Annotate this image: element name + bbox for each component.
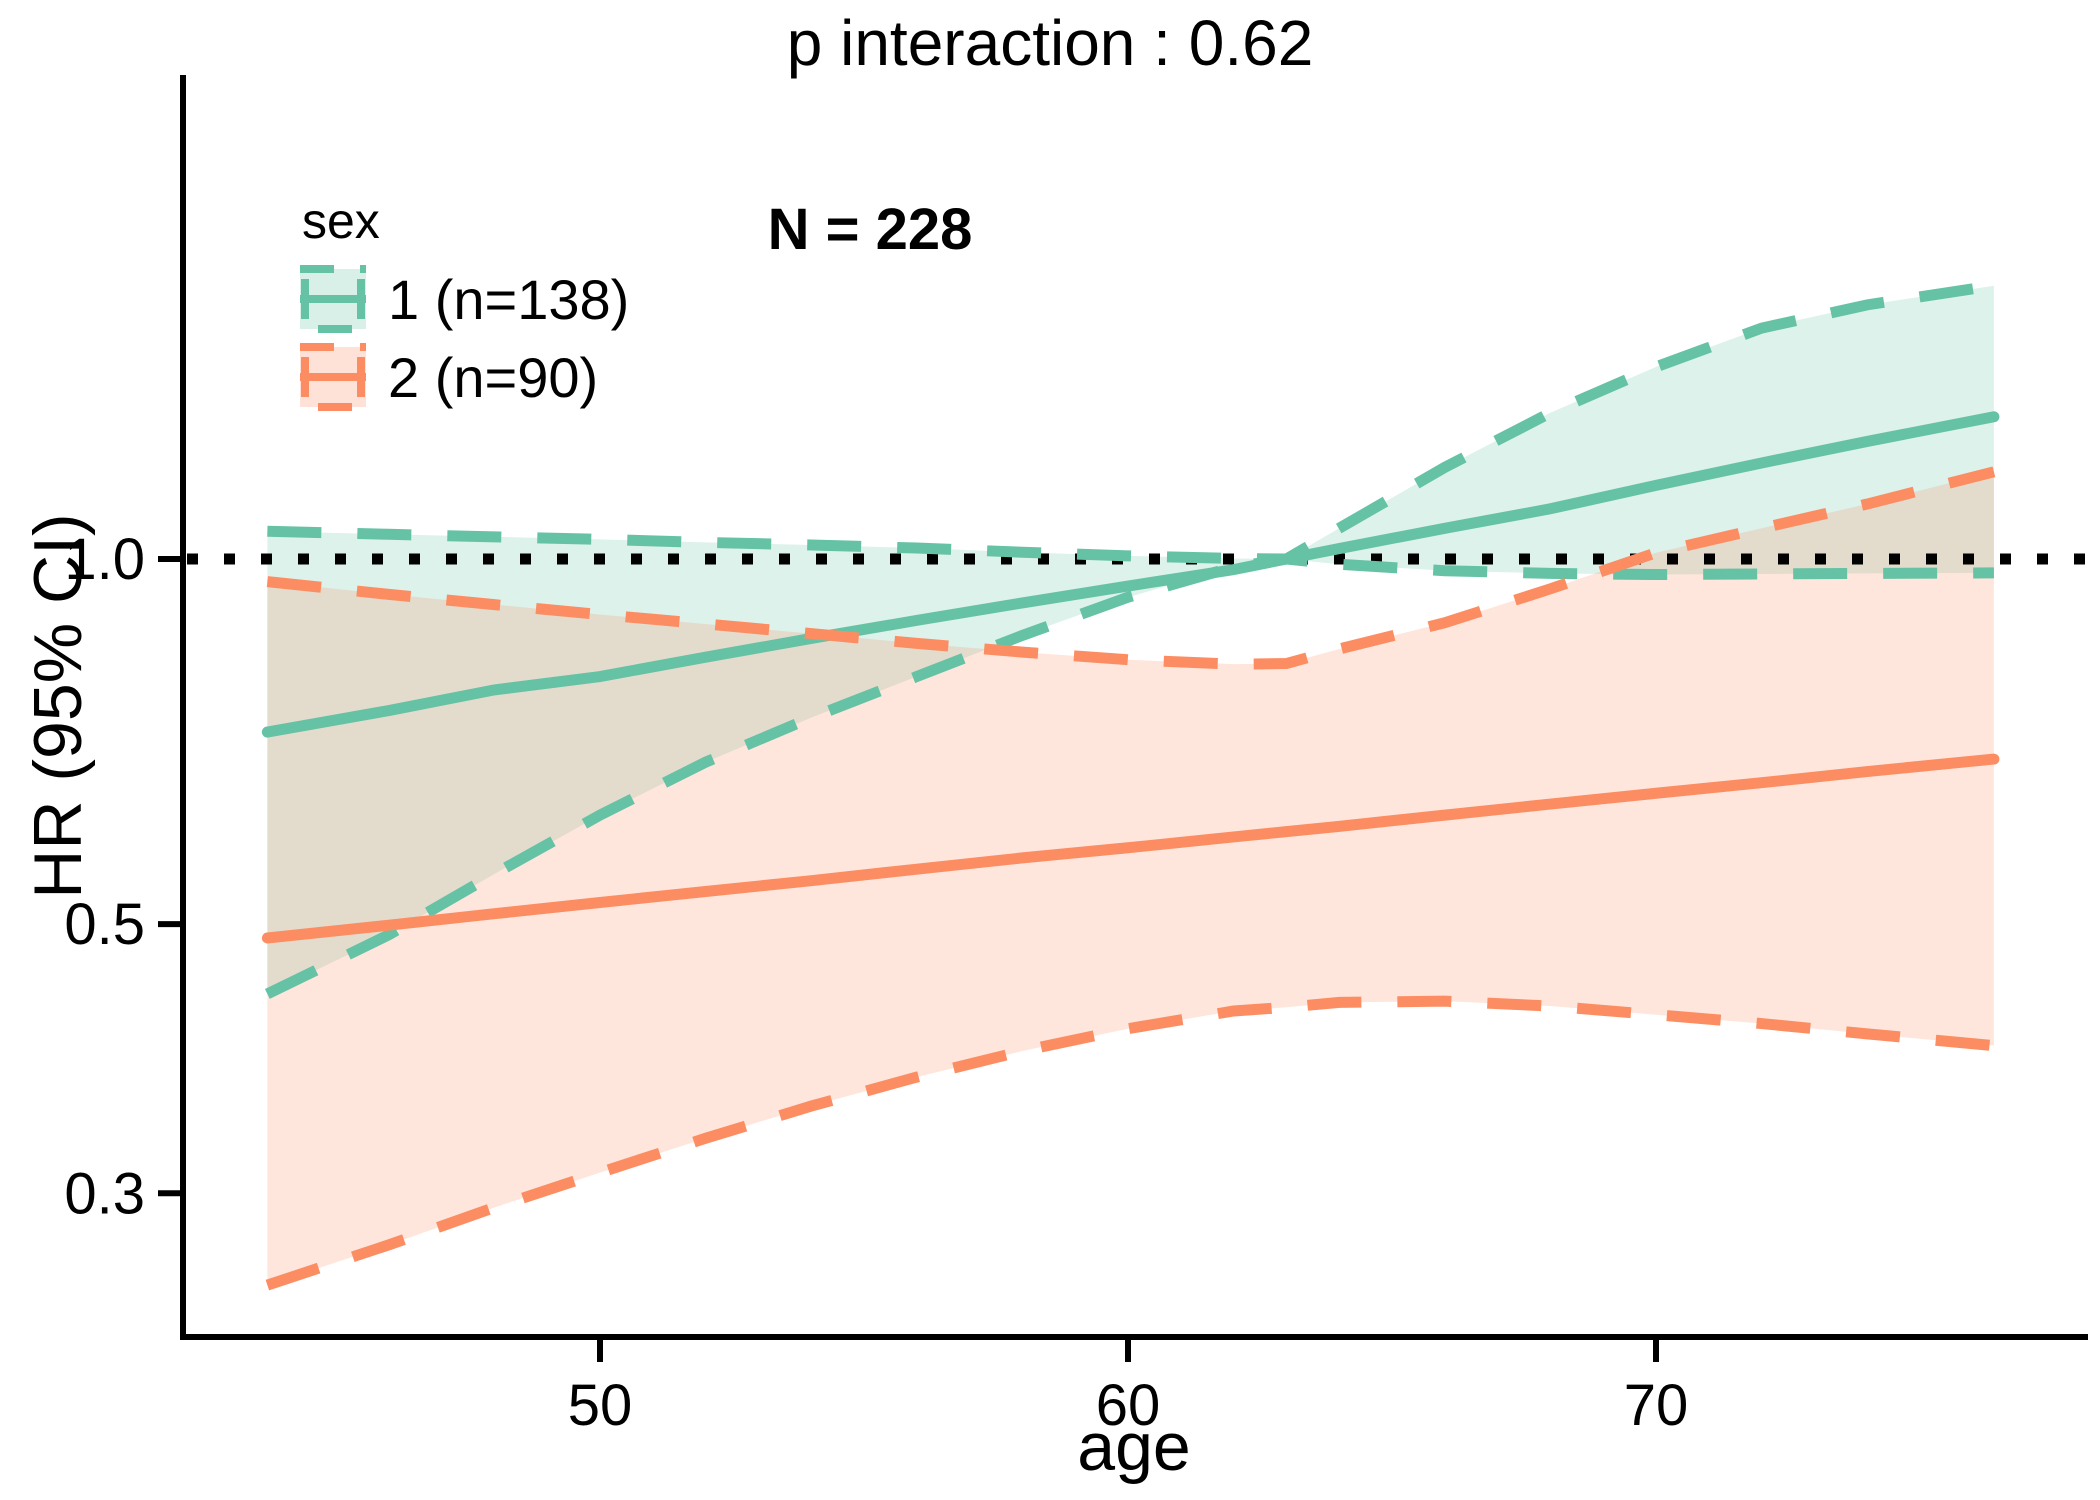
legend-item-sex1: 1 (n=138) xyxy=(300,264,629,334)
x-tick-label: 70 xyxy=(1624,1373,1689,1438)
y-tick-label: 1.0 xyxy=(64,527,145,592)
y-tick-label: 0.3 xyxy=(64,1161,145,1226)
legend-label: 1 (n=138) xyxy=(388,267,630,331)
ci-upper-dashed-sex1 xyxy=(267,280,1995,565)
legend-key-icon xyxy=(300,343,366,411)
ci-ribbon-sex1 xyxy=(267,285,1994,994)
x-tick-label: 50 xyxy=(568,1373,633,1438)
legend-item-sex2: 2 (n=90) xyxy=(300,342,629,412)
legend-label: 2 (n=90) xyxy=(388,345,599,409)
legend-key-icon xyxy=(300,265,366,333)
x-tick-label: 60 xyxy=(1096,1373,1161,1438)
plot-title: p interaction : 0.62 xyxy=(786,7,1314,79)
hr-line-sex2 xyxy=(261,753,2000,944)
x-axis-title: age xyxy=(1077,1409,1191,1485)
legend-items: 1 (n=138) 2 (n=90) xyxy=(300,264,629,412)
ci-lower-dashed-sex2 xyxy=(265,995,1995,1291)
y-axis-title: HR (95% CI) xyxy=(20,513,96,899)
y-tick-label: 0.5 xyxy=(64,892,145,957)
ci-upper-dashed-sex2 xyxy=(266,466,1996,670)
legend: sex 1 (n=138) 2 (n=90) xyxy=(300,192,629,420)
hr-line-sex1 xyxy=(261,411,2000,738)
ci-ribbon-sex2 xyxy=(267,471,1994,1286)
sample-size-annotation: N = 228 xyxy=(767,197,973,262)
legend-title: sex xyxy=(302,193,380,249)
